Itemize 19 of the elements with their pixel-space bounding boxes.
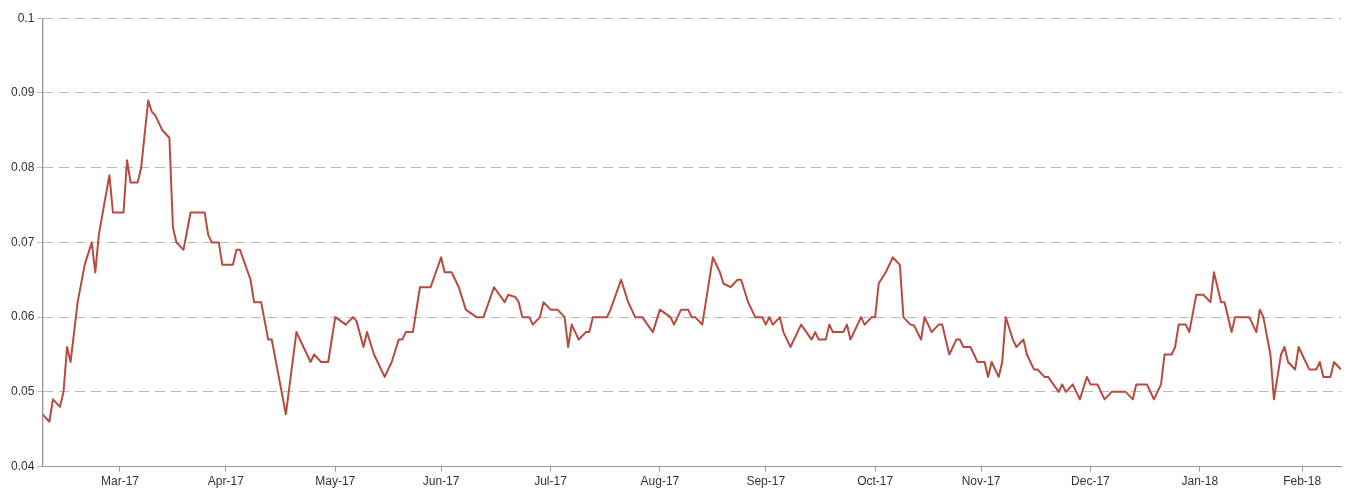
- x-tick-label: Mar-17: [100, 474, 140, 489]
- x-tick-label: Oct-17: [857, 474, 894, 489]
- x-tick-label: Feb-18: [1283, 474, 1322, 489]
- y-tick-label: 0.1: [17, 10, 35, 25]
- x-tick-label: Apr-17: [207, 474, 245, 489]
- x-tick-label: Jul-17: [534, 474, 568, 489]
- x-tick-label: Nov-17: [961, 474, 1001, 489]
- x-tick-label: Jan-18: [1181, 474, 1219, 489]
- y-tick-label: 0.08: [11, 159, 35, 174]
- x-tick-label: Jun-17: [422, 474, 460, 489]
- x-tick-label: Aug-17: [640, 474, 680, 489]
- x-tick-label: Sep-17: [746, 474, 786, 489]
- y-tick-label: 0.06: [11, 309, 35, 324]
- y-tick-label: 0.05: [11, 384, 35, 399]
- x-tick-label: May-17: [315, 474, 356, 489]
- y-tick-label: 0.07: [11, 234, 35, 249]
- y-tick-label: 0.04: [11, 458, 35, 473]
- y-tick-label: 0.09: [11, 85, 35, 100]
- x-tick-label: Dec-17: [1071, 474, 1111, 489]
